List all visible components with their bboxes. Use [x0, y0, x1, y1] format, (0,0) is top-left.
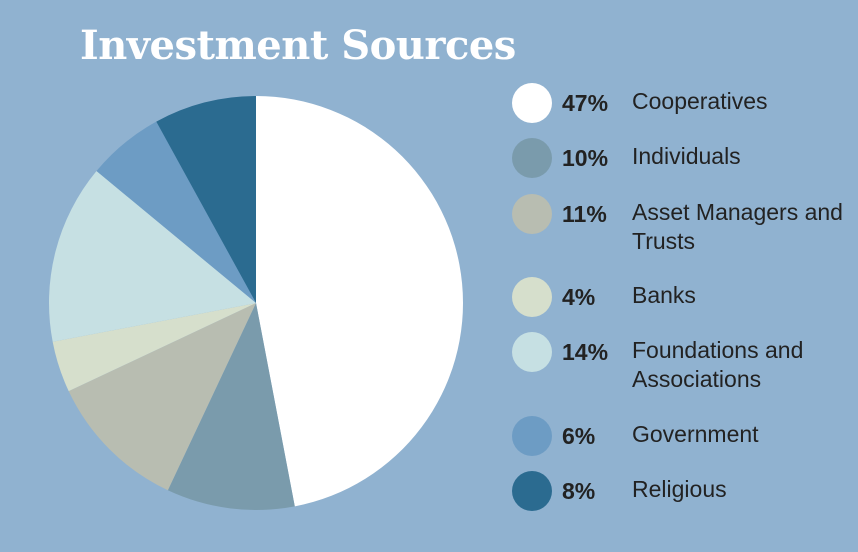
legend-percent-cooperatives: 47% — [562, 90, 609, 116]
legend-label-cooperatives: Cooperatives — [632, 88, 768, 114]
legend-label-individuals: Individuals — [632, 143, 741, 169]
legend-item-religious: 8% Religious — [512, 471, 852, 515]
pie-slice-banks — [52, 303, 257, 392]
legend-label-religious: Religious — [632, 476, 727, 502]
legend-percent-asset-managers: 11% — [562, 201, 607, 227]
pie-slice-foundations-and-associations — [49, 171, 256, 342]
legend-item-government: 6% Government — [512, 416, 852, 460]
legend-label-government: Government — [632, 421, 759, 447]
legend-label-banks: Banks — [632, 282, 696, 308]
legend-percent-individuals: 10% — [562, 145, 609, 171]
pie-slice-individuals — [167, 303, 295, 510]
legend-swatch-government — [512, 416, 552, 456]
legend-swatch-cooperatives — [512, 83, 552, 123]
pie-slice-asset-managers-and-trusts — [68, 303, 256, 491]
legend-item-asset-managers: 11% Asset Managers and Trusts — [512, 194, 852, 260]
legend-swatch-asset-managers — [512, 194, 552, 234]
pie-slice-government — [96, 121, 257, 303]
legend-percent-religious: 8% — [562, 478, 596, 504]
legend-label-foundations: Foundations and Associations — [632, 337, 804, 392]
legend-label-asset-managers: Asset Managers and Trusts — [632, 199, 843, 254]
legend-percent-banks: 4% — [562, 284, 596, 310]
pie-slice-cooperatives — [256, 96, 464, 507]
legend-swatch-foundations — [512, 332, 552, 372]
legend-item-foundations: 14% Foundations and Associations — [512, 332, 852, 398]
legend-percent-foundations: 14% — [562, 339, 609, 365]
legend-percent-government: 6% — [562, 423, 596, 449]
chart-title: Investment Sources — [80, 22, 516, 69]
legend-item-cooperatives: 47% Cooperatives — [512, 83, 852, 127]
legend-item-banks: 4% Banks — [512, 277, 852, 321]
legend-swatch-individuals — [512, 138, 552, 178]
legend-swatch-religious — [512, 471, 552, 511]
pie-slice-religious — [156, 96, 256, 303]
legend-item-individuals: 10% Individuals — [512, 138, 852, 182]
legend-swatch-banks — [512, 277, 552, 317]
